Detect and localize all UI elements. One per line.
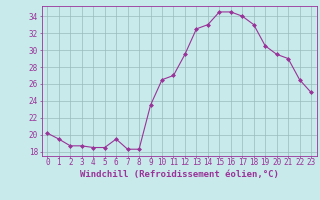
X-axis label: Windchill (Refroidissement éolien,°C): Windchill (Refroidissement éolien,°C) [80, 170, 279, 179]
